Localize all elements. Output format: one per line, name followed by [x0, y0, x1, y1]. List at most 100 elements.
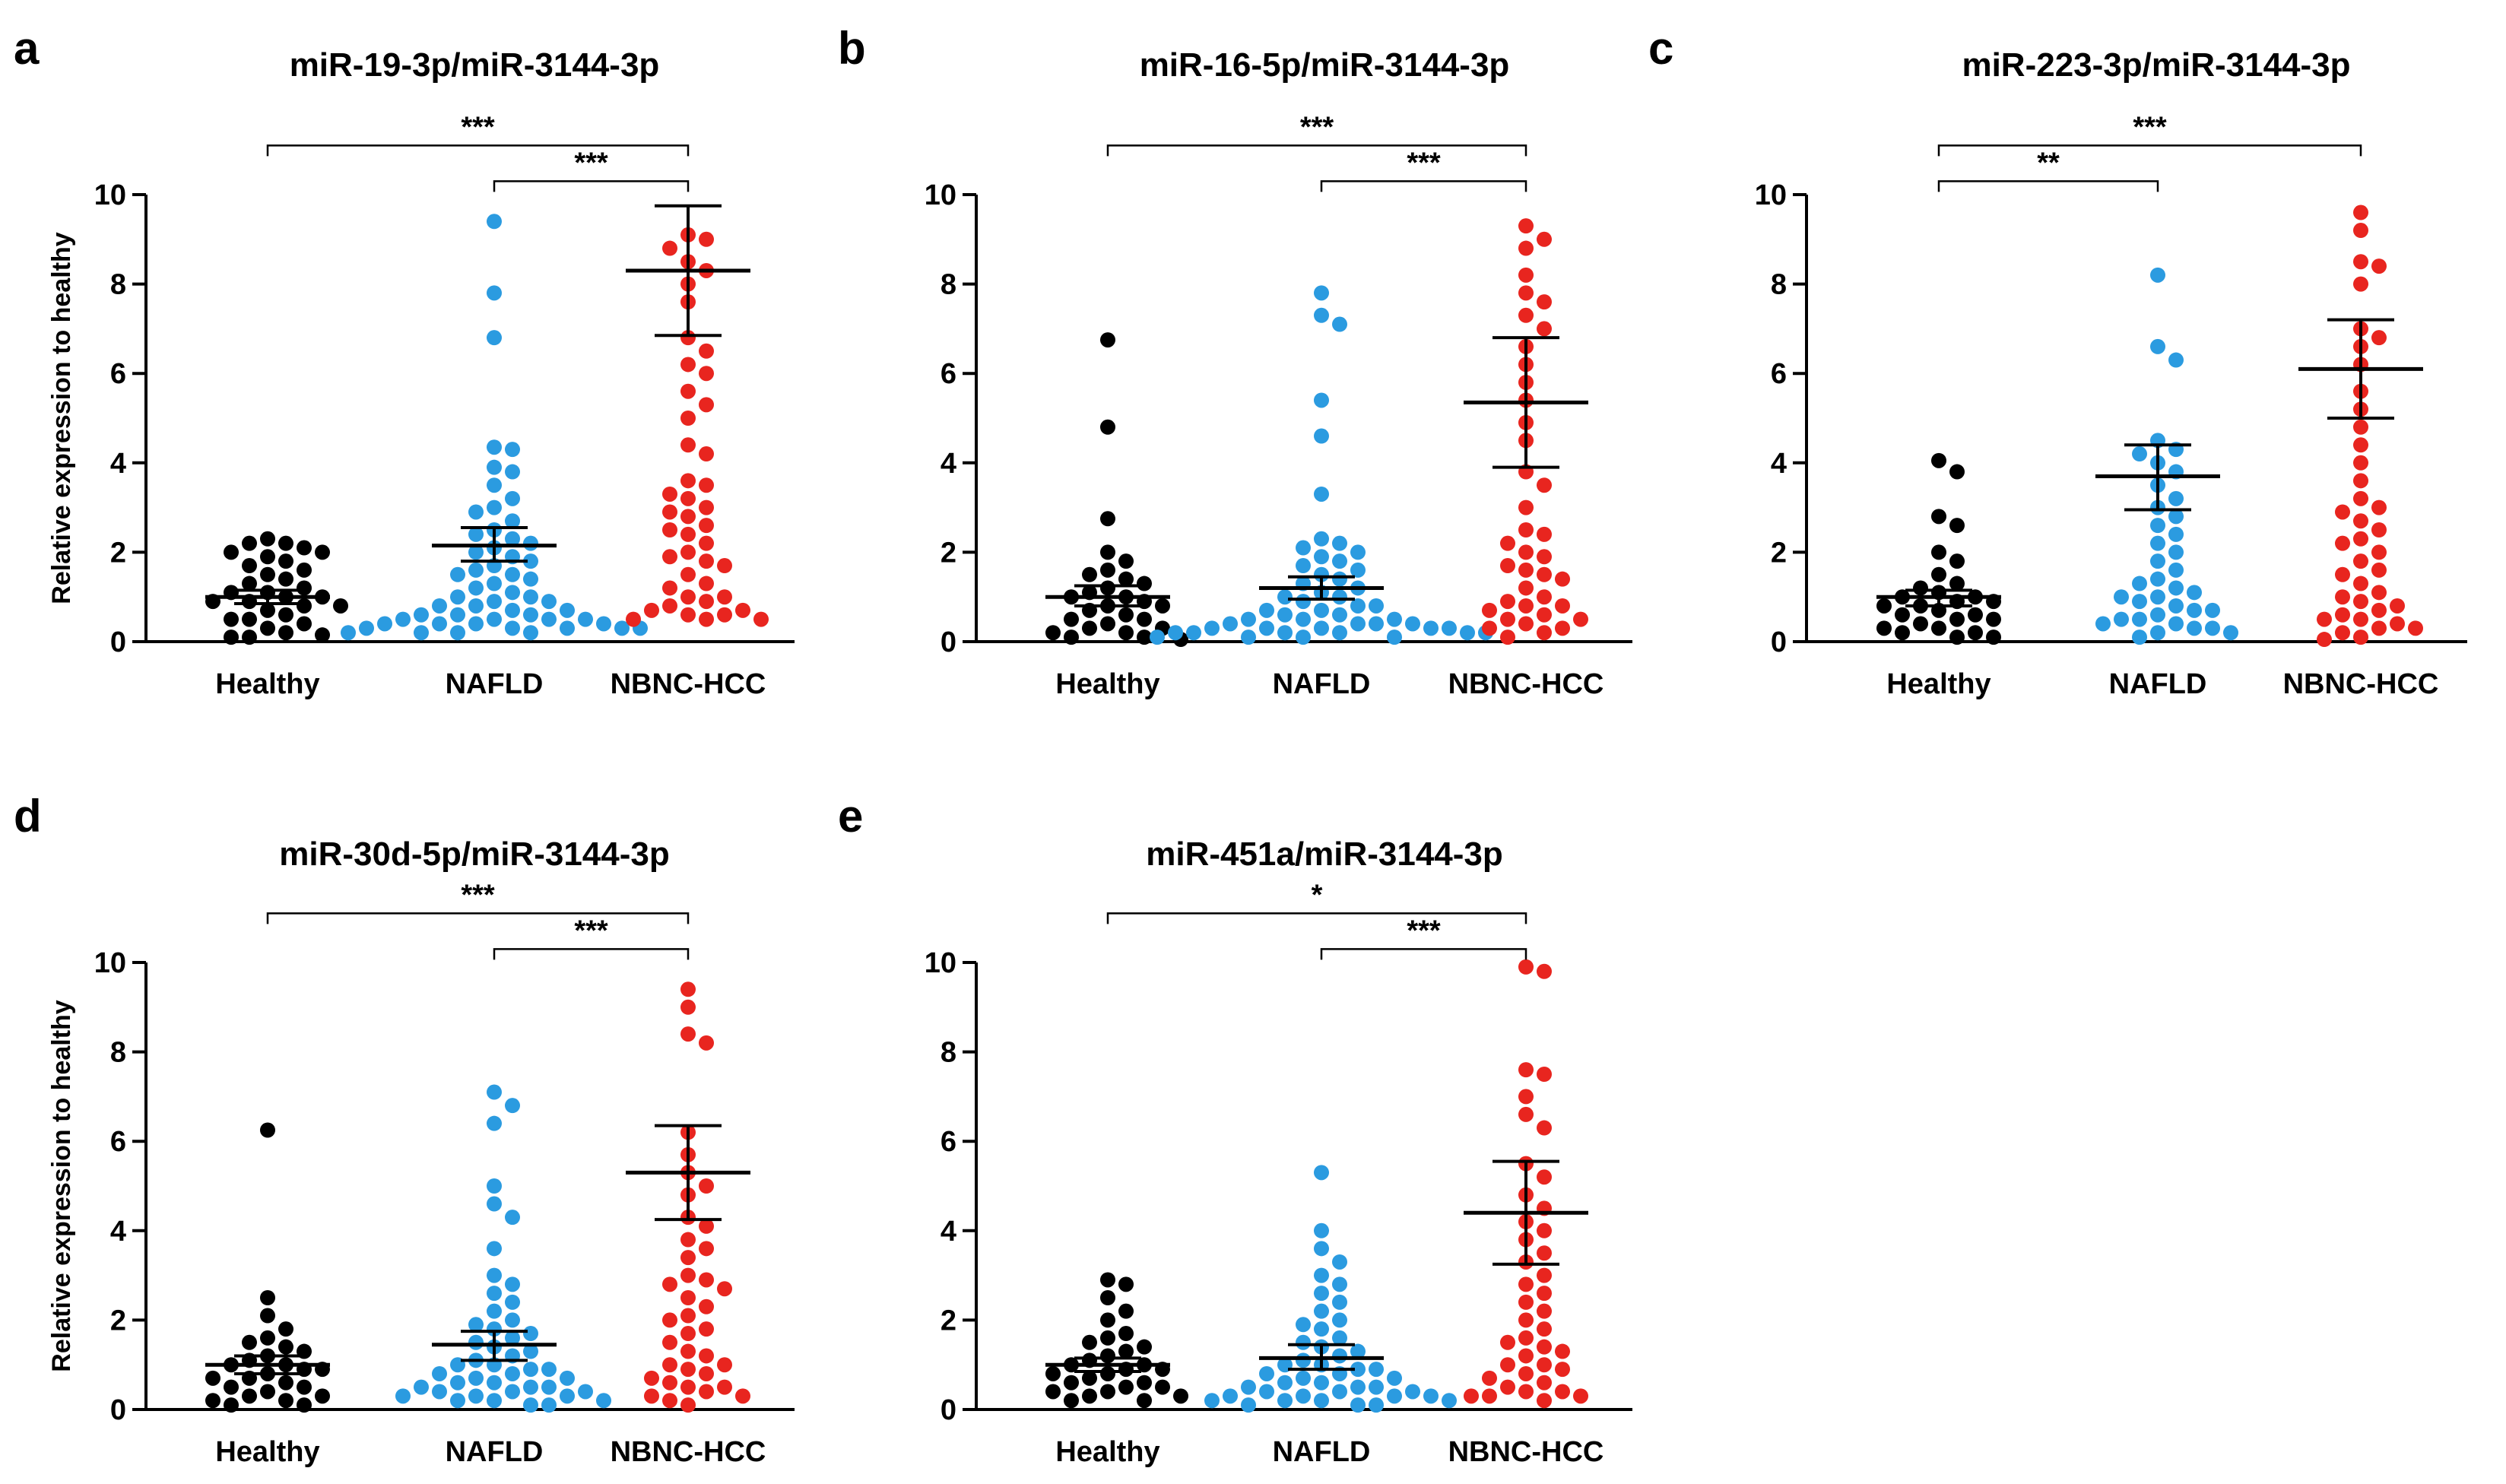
data-point — [1537, 526, 1552, 542]
significance-label: *** — [1300, 111, 1334, 143]
data-point — [1137, 1339, 1152, 1355]
data-point — [1137, 1393, 1152, 1409]
data-point — [1369, 1379, 1384, 1395]
data-point — [468, 562, 484, 578]
data-point — [505, 585, 520, 601]
data-point — [1500, 611, 1515, 627]
data-point — [1314, 620, 1329, 636]
data-point — [224, 629, 239, 645]
data-point — [1482, 1370, 1497, 1386]
data-point — [2390, 616, 2405, 632]
data-point — [1241, 629, 1256, 645]
data-point — [1482, 620, 1497, 636]
data-point — [2335, 504, 2350, 520]
data-point — [242, 558, 257, 574]
series-NBNC-HCC — [2298, 205, 2423, 648]
data-point — [680, 1379, 696, 1395]
data-point — [2353, 276, 2368, 292]
data-point — [2353, 490, 2368, 506]
data-point — [1405, 1384, 1420, 1400]
x-tick-label: Healthy — [1886, 668, 1991, 700]
data-point — [735, 602, 750, 618]
data-point — [468, 1334, 484, 1350]
data-point — [205, 1393, 220, 1409]
data-point — [699, 397, 714, 413]
data-point — [1296, 1352, 1311, 1368]
data-point — [680, 437, 696, 453]
data-point — [1350, 1362, 1366, 1378]
data-point — [1464, 1388, 1479, 1404]
data-point — [487, 1321, 502, 1337]
data-point — [523, 553, 538, 569]
data-point — [315, 544, 330, 560]
data-point — [2353, 205, 2368, 220]
data-point — [699, 1298, 714, 1314]
data-point — [1314, 1241, 1329, 1257]
data-point — [662, 1334, 677, 1350]
data-point — [1045, 1365, 1061, 1381]
panel-letter: b — [838, 23, 866, 74]
data-point — [1949, 464, 1965, 480]
data-point — [699, 1178, 714, 1194]
data-point — [1482, 1388, 1497, 1404]
data-point — [1241, 611, 1256, 627]
data-point — [1573, 1388, 1588, 1404]
data-point — [541, 1379, 557, 1395]
data-point — [662, 1312, 677, 1328]
data-point — [1082, 1334, 1097, 1350]
data-point — [2371, 620, 2387, 636]
data-point — [2168, 544, 2184, 560]
data-point — [644, 602, 659, 618]
data-point — [432, 598, 447, 614]
data-point — [1876, 620, 1892, 636]
data-point — [2353, 611, 2368, 627]
data-point — [1100, 616, 1115, 632]
data-point — [680, 1362, 696, 1378]
x-tick-label: Healthy — [1055, 668, 1159, 700]
data-point — [395, 611, 411, 627]
data-point — [1314, 1286, 1329, 1302]
data-point — [414, 625, 429, 641]
data-point — [1150, 629, 1165, 645]
data-point — [1537, 589, 1552, 605]
y-tick-label: 8 — [941, 1037, 956, 1069]
data-point — [2132, 611, 2147, 627]
data-point — [560, 602, 575, 618]
data-point — [260, 531, 275, 547]
data-point — [662, 486, 677, 502]
y-tick-label: 0 — [110, 626, 126, 658]
y-tick-label: 8 — [110, 269, 126, 301]
data-point — [1537, 1286, 1552, 1302]
data-point — [2150, 535, 2165, 551]
data-point — [1314, 285, 1329, 301]
data-point — [278, 571, 293, 587]
data-point — [2095, 616, 2111, 632]
data-point — [699, 1348, 714, 1364]
significance-label: *** — [2133, 111, 2167, 143]
y-tick-label: 2 — [110, 537, 126, 569]
data-point — [278, 607, 293, 623]
panel-letter: c — [1648, 23, 1673, 74]
data-point — [505, 1384, 520, 1400]
data-point — [1314, 486, 1329, 502]
data-point — [242, 535, 257, 551]
data-point — [1314, 1303, 1329, 1319]
data-point — [1913, 616, 1928, 632]
data-point — [2187, 602, 2202, 618]
y-tick-label: 10 — [1755, 179, 1787, 211]
data-point — [2150, 571, 2165, 587]
data-point — [680, 490, 696, 506]
data-point — [699, 535, 714, 551]
data-point — [1100, 1330, 1115, 1346]
data-point — [2335, 625, 2350, 641]
data-point — [1277, 607, 1293, 623]
y-tick-label: 6 — [941, 358, 956, 390]
data-point — [523, 1326, 538, 1342]
data-point — [1118, 1276, 1134, 1292]
data-point — [1314, 428, 1329, 444]
data-point — [242, 629, 257, 645]
data-point — [278, 553, 293, 569]
data-point — [1277, 589, 1293, 605]
data-point — [2150, 589, 2165, 605]
